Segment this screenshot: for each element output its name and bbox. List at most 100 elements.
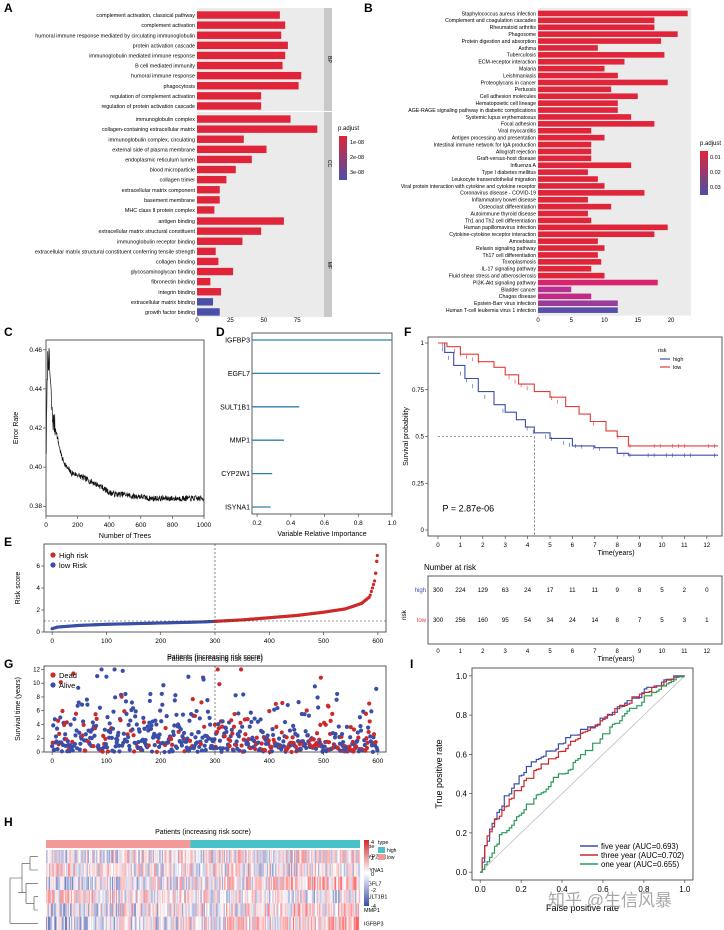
panel-a-bar [197, 61, 283, 70]
panel-g-point [105, 749, 111, 754]
panel-h-cell [194, 876, 196, 890]
panel-g-point [137, 729, 142, 734]
panel-h-cell [284, 876, 286, 890]
panel-h-cell [128, 863, 130, 877]
panel-h-cell [172, 863, 174, 877]
panel-b-bar [538, 169, 588, 175]
panel-h-cell [173, 890, 175, 904]
panel-b-legend-label: 0.02 [710, 170, 721, 176]
panel-h-cell [143, 890, 145, 904]
panel-f-x-tick: 7 [593, 542, 597, 549]
panel-h-cell [169, 916, 171, 930]
panel-h-cell [332, 850, 334, 864]
panel-h-cell [191, 890, 193, 904]
panel-h-type-legend-title: type [378, 840, 388, 846]
panel-h-cell [178, 903, 181, 917]
panel-h-cell [122, 850, 124, 864]
panel-h-cell [318, 890, 320, 904]
panel-g-point [239, 743, 244, 748]
panel-letter-b: B [364, 1, 373, 15]
panel-h-cell [189, 890, 191, 904]
panel-h-cell [108, 916, 110, 930]
panel-h-cell [325, 903, 327, 917]
panel-h-cell [49, 916, 51, 930]
panel-h-cell [327, 916, 329, 930]
panel-h-cell [232, 890, 234, 904]
panel-h-cell [59, 863, 61, 877]
panel-h-cell [65, 850, 68, 864]
panel-h-cell [85, 903, 87, 917]
panel-h-cell [150, 890, 152, 904]
panel-letter-h: H [4, 815, 13, 829]
panel-g-point [371, 732, 377, 737]
panel-h-cell [54, 903, 56, 917]
panel-h-cell [169, 903, 171, 917]
panel-h-cell [346, 903, 348, 917]
panel-h-cell [286, 850, 288, 864]
panel-h-cell [204, 903, 206, 917]
panel-h-cell [179, 850, 182, 864]
panel-h-cell [139, 916, 141, 930]
panel-h-cell [65, 903, 68, 917]
panel-h-cell [108, 876, 110, 890]
panel-h-cell [271, 863, 273, 877]
panel-h-cell [153, 890, 156, 904]
panel-h-cell [319, 903, 321, 917]
panel-h-cell [324, 850, 326, 864]
panel-h-cell [210, 890, 212, 904]
panel-b-category-label: ECM-receptor interaction [478, 60, 536, 66]
panel-h-cell [287, 863, 289, 877]
panel-f-risk-count: 54 [524, 617, 531, 624]
panel-h-cell [357, 903, 360, 917]
panel-h-cell [229, 863, 231, 877]
panel-h-cell [283, 916, 285, 930]
panel-g-point [273, 701, 278, 707]
panel-h-cell [136, 903, 138, 917]
panel-h-cell [301, 890, 303, 904]
panel-h-cell [47, 890, 49, 904]
panel-e-y-label: Risk score [15, 572, 22, 605]
panel-h-cell [262, 903, 264, 917]
panel-h-cell [111, 890, 114, 904]
panel-h-cell [232, 876, 234, 890]
panel-h-cell [234, 916, 236, 930]
panel-b-category-label: Bladder cancer [501, 287, 536, 293]
panel-h-cell [329, 890, 331, 904]
panel-g-point [357, 715, 363, 720]
panel-h-cell [188, 876, 190, 890]
panel-g-y-tick: 4 [37, 721, 41, 728]
panel-h-cell [146, 916, 148, 930]
panel-h-cell [253, 916, 255, 930]
panel-g-point [171, 732, 176, 738]
panel-e-legend-swatch [50, 552, 56, 558]
panel-a-bar [197, 145, 267, 154]
panel-h-cell [103, 850, 105, 864]
panel-h-cell [309, 850, 311, 864]
panel-h-cell [70, 890, 72, 904]
panel-h-cell [294, 850, 296, 864]
panel-i-y-tick: 0.6 [456, 750, 468, 759]
panel-h-cell [118, 876, 120, 890]
panel-g-point [99, 667, 104, 672]
panel-h-type-label: high [387, 848, 397, 854]
panel-h-cell [275, 863, 277, 877]
panel-h-cell [165, 916, 167, 930]
panel-h-cell [326, 876, 328, 890]
panel-h-cell [97, 916, 99, 930]
panel-b-bar [538, 217, 592, 224]
panel-h-cell [56, 916, 58, 930]
panel-h-cell [115, 916, 117, 930]
panel-h-cell [213, 876, 215, 890]
panel-a-category-label: regulation of complement activation [110, 94, 195, 100]
panel-i-roc-line [480, 675, 685, 873]
panel-h-cell [256, 916, 258, 930]
panel-h-cell [63, 890, 65, 904]
panel-b-bar [538, 45, 598, 51]
panel-h-cell [279, 850, 281, 864]
panel-h-cell [294, 890, 296, 904]
panel-h-cell [275, 903, 277, 917]
panel-h-cell [352, 890, 354, 904]
panel-h-cell [94, 863, 96, 877]
panel-h-cell [208, 863, 210, 877]
panel-h-cell [175, 850, 177, 864]
